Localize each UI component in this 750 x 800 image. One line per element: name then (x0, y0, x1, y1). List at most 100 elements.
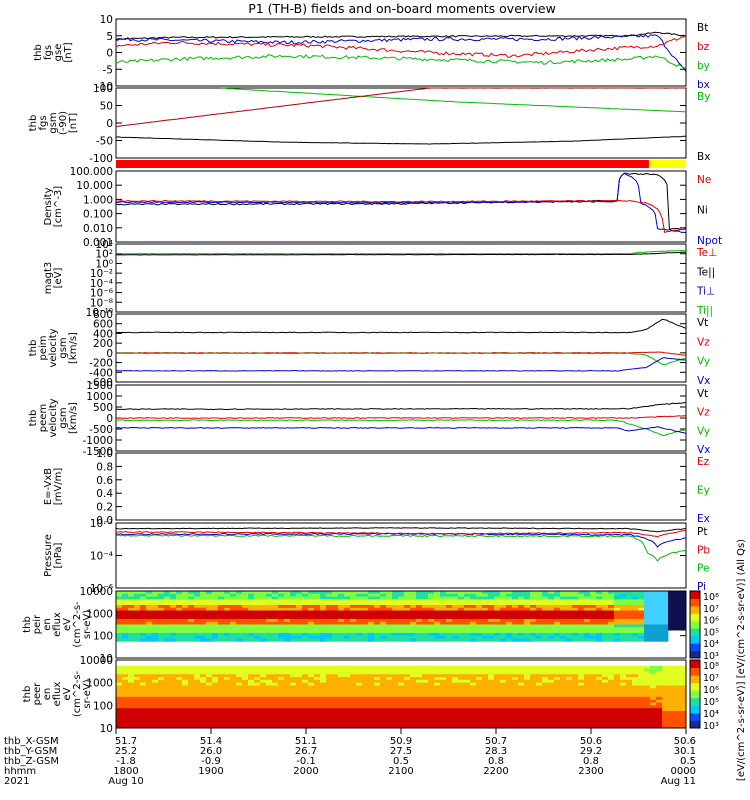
spectrogram-cell (176, 705, 183, 709)
spectrogram-cell (614, 696, 621, 700)
spectrogram-cell (674, 677, 681, 681)
spectrogram-cell (182, 596, 189, 600)
spectrogram-cell (662, 627, 669, 631)
spectrogram-cell (542, 711, 549, 715)
spectrogram-cell (392, 688, 399, 692)
spectrogram-cell (542, 635, 549, 639)
spectrogram-cell (290, 722, 297, 726)
colorbar-segment (690, 675, 700, 684)
spectrogram-cell (326, 610, 333, 614)
spectrogram-cell (284, 632, 291, 637)
spectrogram-cell (680, 613, 687, 617)
spectrogram-cell (530, 630, 537, 634)
spectrogram-cell (272, 618, 279, 623)
spectrogram-cell (518, 602, 525, 606)
spectrogram-cell (530, 613, 537, 617)
spectrogram-cell (332, 613, 339, 617)
spectrogram-cell (434, 671, 441, 675)
spectrogram-cell (500, 605, 507, 609)
colorbar-segment (690, 628, 700, 637)
spectrogram-cell (602, 610, 609, 614)
spectrogram-cell (542, 696, 549, 700)
spectrogram-cell (290, 716, 297, 720)
spectrogram-cell (140, 607, 147, 611)
spectrogram-cell (452, 599, 459, 603)
spectrogram-cell (290, 616, 297, 620)
spectrogram-cell (326, 699, 333, 703)
time-tick-label: 0.8 (488, 756, 504, 767)
spectrogram-cell (170, 605, 177, 609)
spectrogram-cell (422, 613, 429, 617)
spectrogram-cell (656, 711, 663, 715)
spectrogram-cell (188, 679, 195, 683)
spectrogram-cell (530, 722, 537, 726)
spectrogram-cell (512, 605, 519, 609)
spectrogram-cell (170, 616, 177, 620)
spectrogram-cell (122, 591, 129, 595)
colorbar-segment (690, 613, 700, 622)
spectrogram-cell (350, 685, 357, 689)
spectrogram-cell (680, 691, 687, 695)
spectrogram-cell (668, 708, 675, 712)
spectrogram-cell (494, 702, 501, 706)
spectrogram-cell (566, 610, 573, 614)
spectrogram-cell (362, 607, 369, 611)
spectrogram-cell (596, 613, 603, 617)
spectrogram-cell (206, 674, 213, 678)
spectrogram-cell (164, 671, 171, 675)
spectrogram-cell (392, 596, 399, 600)
spectrogram-cell (446, 635, 453, 639)
spectrogram-cell (608, 630, 615, 634)
spectrogram-cell (224, 711, 231, 715)
spectrogram-cell (332, 674, 339, 678)
spectrogram-cell (128, 627, 135, 631)
spectrogram-cell (200, 618, 207, 623)
spectrogram-cell (380, 719, 387, 723)
spectrogram-cell (128, 591, 135, 595)
time-tick-label: -0.9 (201, 756, 221, 767)
spectrogram-cell (542, 599, 549, 603)
spectrogram-cell (602, 691, 609, 695)
spectrogram-cell (146, 621, 153, 625)
spectrogram-cell (410, 716, 417, 720)
spectrogram-cell (632, 674, 639, 678)
spectrogram-cell (458, 665, 465, 669)
spectrogram-cell (344, 708, 351, 712)
spectrogram-cell (128, 722, 135, 726)
spectrogram-cell (548, 632, 555, 637)
spectrogram-cell (422, 694, 429, 698)
spectrogram-cell (410, 685, 417, 689)
spectrogram-cell (524, 682, 531, 686)
spectrogram-cell (224, 596, 231, 600)
spectrogram-cell (608, 632, 615, 637)
spectrogram-cell (608, 674, 615, 678)
spectrogram-cell (206, 694, 213, 698)
spectrogram-cell (272, 607, 279, 611)
spectrogram-cell (512, 696, 519, 700)
spectrogram-cell (482, 596, 489, 600)
spectrogram-cell (260, 599, 267, 603)
spectrogram-cell (308, 627, 315, 631)
spectrogram-cell (194, 671, 201, 675)
spectrogram-cell (446, 702, 453, 706)
spectrogram-cell (458, 613, 465, 617)
spectrogram-cell (236, 705, 243, 709)
spectrogram-cell (182, 610, 189, 614)
spectrogram-cell (290, 713, 297, 717)
spectrogram-cell (380, 668, 387, 672)
spectrogram-cell (356, 668, 363, 672)
spectrogram-cell (524, 599, 531, 603)
spectrogram-cell (452, 596, 459, 600)
spectrogram-cell (194, 711, 201, 715)
spectrogram-cell (164, 613, 171, 617)
spectrogram-cell (446, 605, 453, 609)
spectrogram-cell (488, 627, 495, 631)
spectrogram-cell (164, 618, 171, 623)
spectrogram-cell (332, 716, 339, 720)
spectrogram-cell (434, 691, 441, 695)
spectrogram-cell (500, 699, 507, 703)
time-tick-label: 50.7 (485, 736, 507, 747)
spectrogram-cell (410, 688, 417, 692)
spectrogram-cell (338, 679, 345, 683)
spectrogram-cell (266, 696, 273, 700)
